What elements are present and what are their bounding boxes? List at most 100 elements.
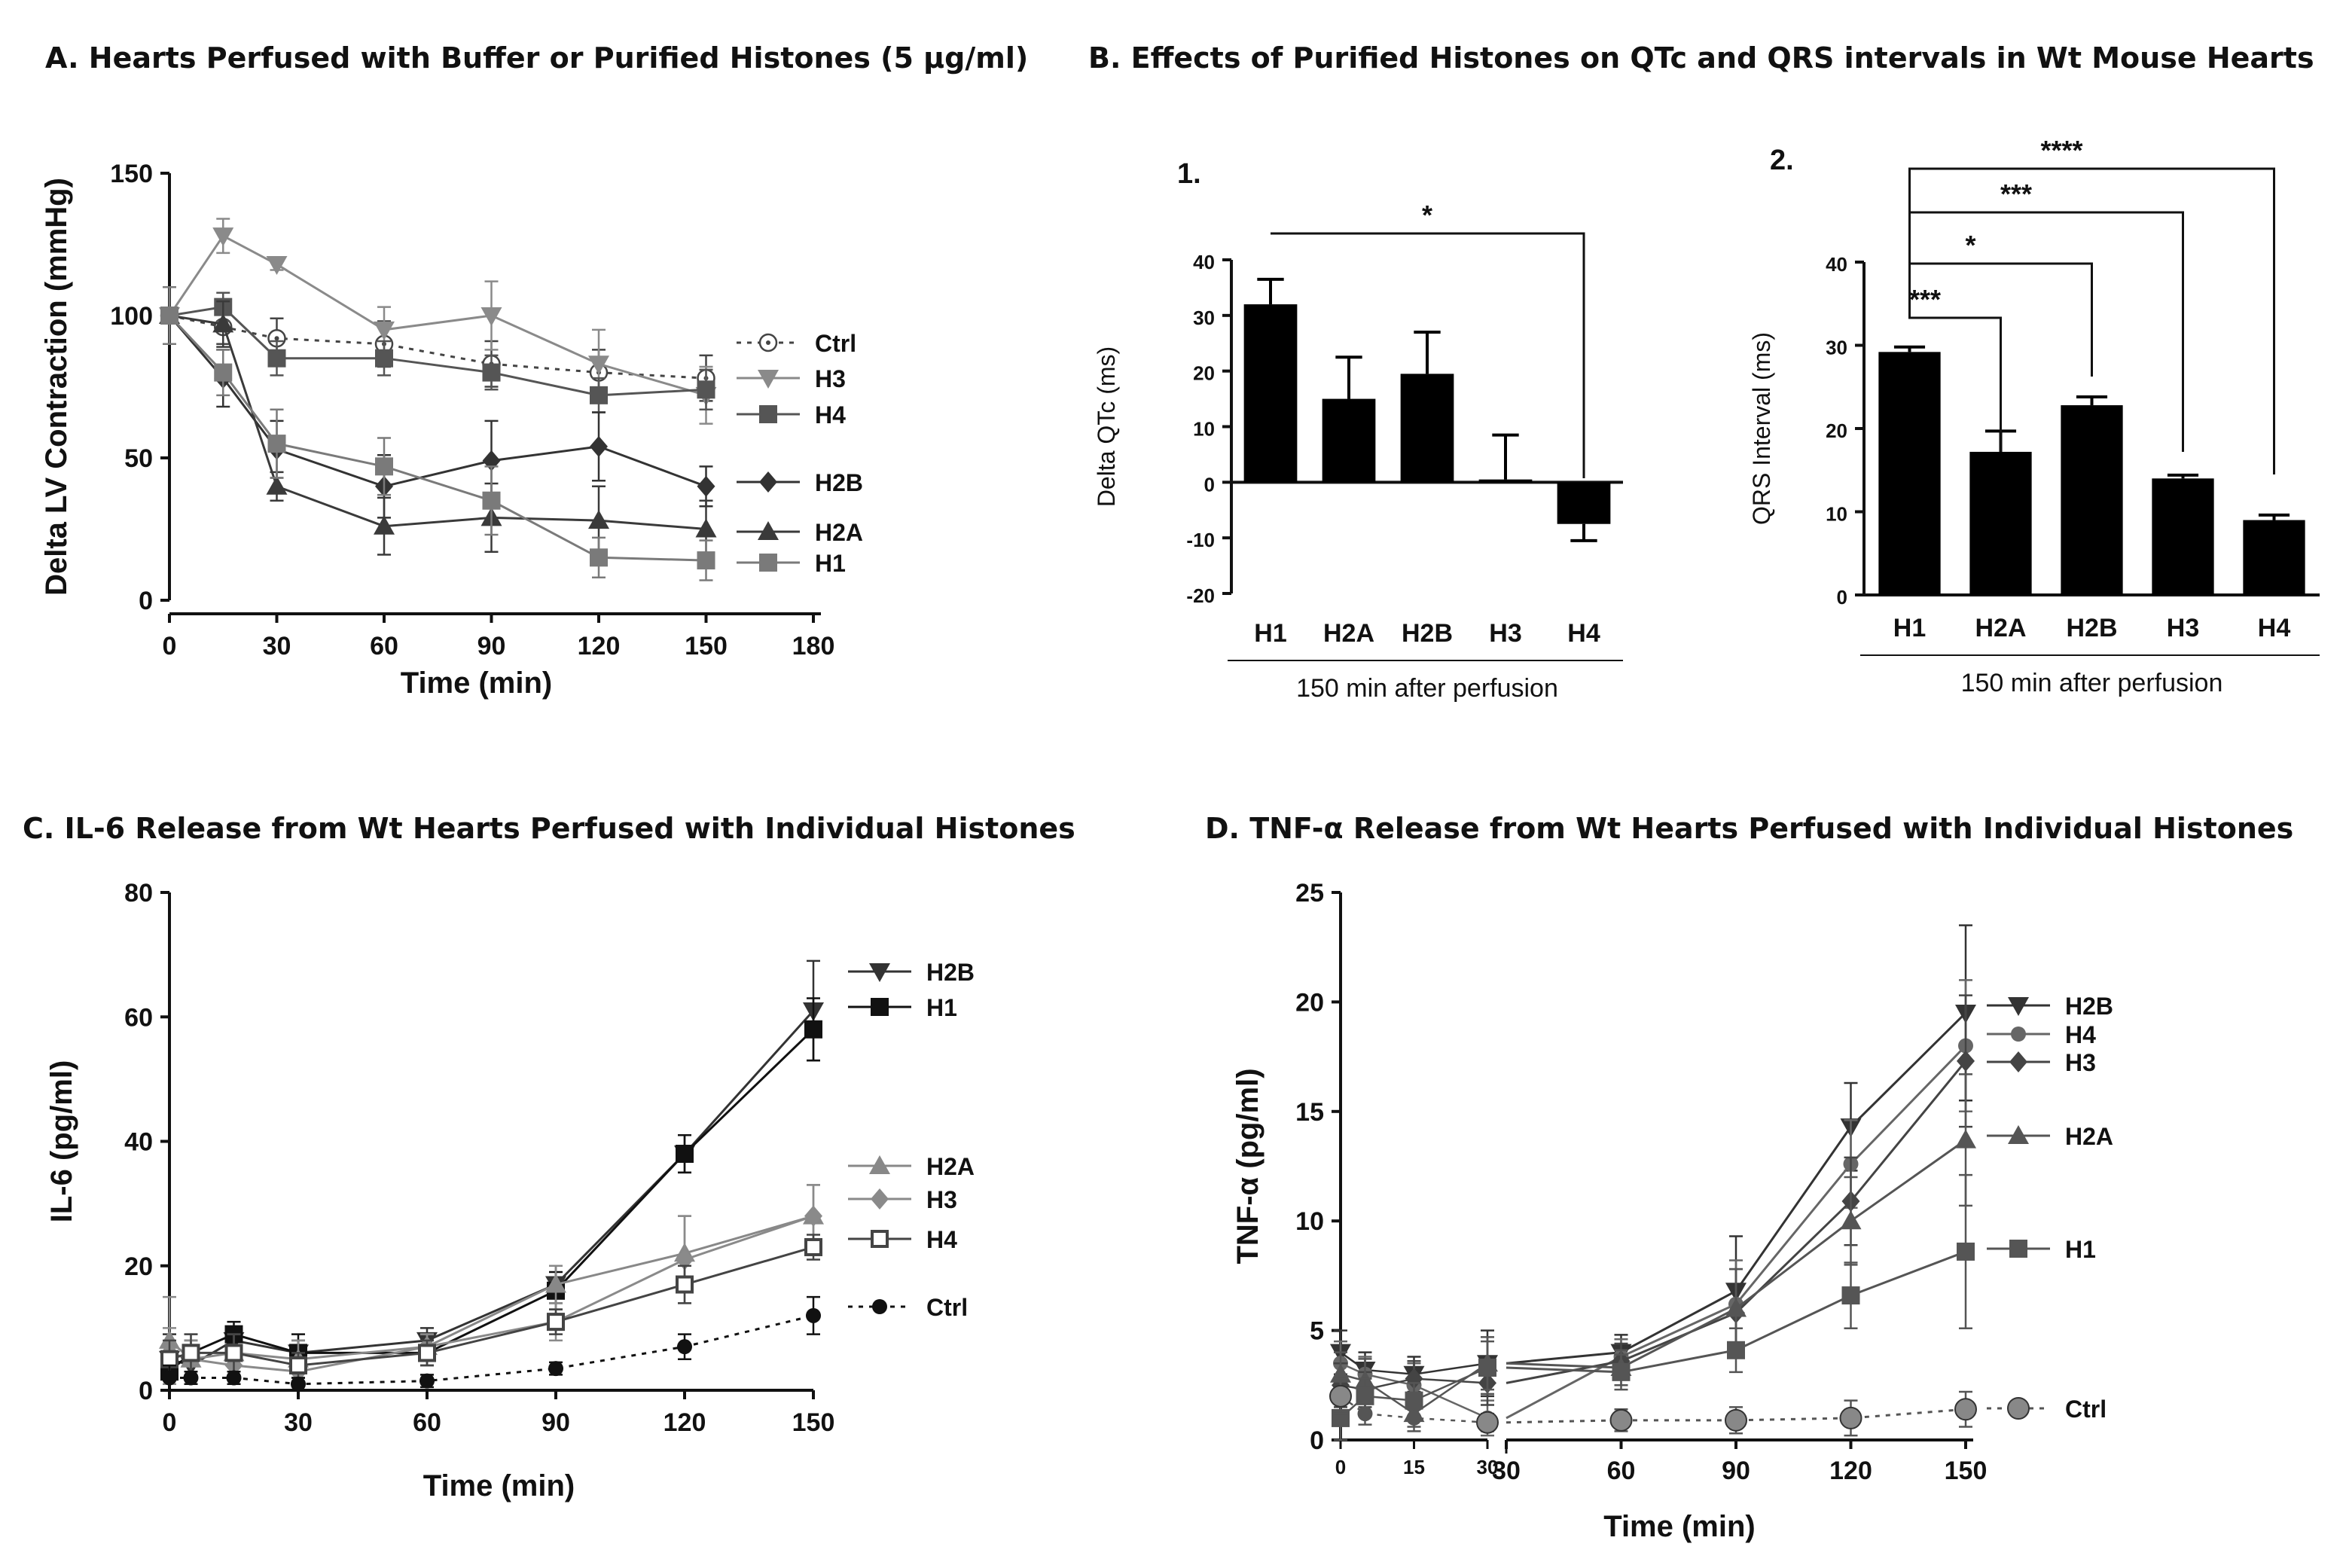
legend-ctrl-marker: [758, 333, 778, 352]
y-tick-label: 0: [1837, 586, 1847, 609]
x-tick-label: 120: [578, 632, 621, 660]
x-tick-label: H1: [1893, 614, 1926, 642]
series-ctrl-point: [419, 1373, 435, 1389]
legend-h1-marker: [871, 998, 889, 1016]
x-axis-label: Time (min): [1603, 1510, 1756, 1543]
series-h4-point: [418, 1344, 436, 1362]
y-tick-label: 0: [139, 587, 153, 615]
series-h1-point: [1957, 1242, 1975, 1261]
bar-h1: [1878, 352, 1941, 595]
bar-h3: [1478, 479, 1533, 483]
panel-b-title: B. Effects of Purified Histones on QTc a…: [1088, 41, 2314, 75]
panel-number-label: 1.: [1177, 158, 1201, 190]
series-ctrl-line-segment-1: [1340, 1395, 1488, 1423]
y-axis-label: TNF-α (pg/ml): [1231, 1068, 1265, 1264]
significance-bracket: [1908, 167, 2275, 474]
x-tick-label: 30: [1492, 1457, 1521, 1485]
series-h2b-line: [169, 1009, 815, 1367]
legend-h2b-label: H2B: [926, 959, 975, 986]
series-ctrl-point: [162, 1370, 177, 1386]
significance-bracket: [1271, 232, 1585, 478]
series-h2a-point: [545, 1274, 566, 1293]
series-ctrl-line: [169, 1314, 814, 1386]
legend-h2a-marker: [2008, 1125, 2029, 1144]
y-axis-label: Delta QTc (ms): [1093, 346, 1120, 507]
legend-h2b-marker: [2008, 997, 2029, 1016]
panel-d-title: D. TNF-α Release from Wt Hearts Perfused…: [1205, 812, 2294, 845]
x-tick-label: 60: [370, 632, 398, 660]
legend-h4-label: H4: [2065, 1021, 2096, 1048]
legend-h1-marker: [2009, 1240, 2027, 1258]
significance-label: ***: [2000, 178, 2032, 209]
series-h1-point: [1478, 1359, 1496, 1377]
x-axis-label: Time (min): [423, 1469, 575, 1502]
subtitle-label: 150 min after perfusion: [1296, 674, 1558, 703]
x-tick-label: H3: [1489, 619, 1521, 648]
series-h3-line-segment-1: [1340, 1377, 1488, 1391]
x-tick-label: 150: [1945, 1457, 1988, 1485]
series-h2b-point: [482, 450, 501, 471]
series-h2a-point: [1840, 1210, 1862, 1230]
chart-a-lv-contraction: 0 30 60 90 120 150 180 Time (min) 0 50 100 150 Delta…: [40, 160, 863, 700]
series-h2a-point: [1725, 1298, 1747, 1317]
x-tick-label: 30: [284, 1408, 313, 1437]
x-tick-label: 0: [1335, 1456, 1346, 1478]
series-h4-point: [590, 386, 608, 404]
x-tick-label: 90: [1722, 1457, 1750, 1485]
series-h2a-point: [695, 518, 717, 538]
y-tick-label: 100: [110, 302, 153, 331]
legend-ctrl-label: Ctrl: [926, 1294, 968, 1321]
legend-h2a-marker: [758, 521, 779, 540]
panel-number-label: 2.: [1770, 145, 1794, 176]
series-ctrl-point: [291, 1376, 306, 1392]
y-tick-label: 0: [1204, 473, 1215, 496]
series-h3-point: [588, 355, 609, 375]
y-tick-label: 30: [1193, 307, 1215, 329]
legend-h1-label: H1: [926, 994, 957, 1021]
x-tick-label: 90: [542, 1408, 570, 1437]
y-tick-label: -10: [1186, 529, 1215, 551]
y-tick-label: 5: [1310, 1317, 1324, 1346]
legend-ctrl-label: Ctrl: [2065, 1396, 2107, 1423]
series-h4-point: [804, 1237, 822, 1256]
y-tick-label: 20: [1826, 419, 1847, 442]
series-ctrl-point: [806, 1307, 821, 1323]
chart-c-il6: 0 30 60 90 120 150 Time (min) 0 20 40 60 80 IL-6 (pg…: [45, 879, 975, 1502]
series-h1-point: [375, 457, 393, 476]
series-ctrl-point: [1725, 1408, 1747, 1432]
bar-h4: [2243, 520, 2305, 595]
legend-h2a-marker: [869, 1155, 890, 1174]
series-h4-point: [547, 1313, 565, 1332]
series-h4-point: [375, 349, 393, 368]
panel-a-title: A. Hearts Perfused with Buffer or Purifi…: [45, 41, 1029, 75]
y-tick-label: 15: [1295, 1098, 1324, 1127]
series-h1-point: [482, 491, 501, 510]
significance-label: *: [1422, 200, 1432, 230]
subtitle-label: 150 min after perfusion: [1961, 669, 2223, 697]
legend-h3-label: H3: [815, 365, 846, 392]
y-tick-label: 10: [1826, 503, 1847, 526]
series-h2a-point: [266, 475, 288, 495]
y-tick-label: 20: [1295, 988, 1324, 1017]
y-tick-label: 80: [124, 879, 153, 908]
series-h4-point: [289, 1356, 307, 1374]
series-h2a-point: [212, 313, 234, 333]
y-tick-label: 40: [1193, 251, 1215, 273]
legend-h3-label: H3: [2065, 1049, 2096, 1076]
y-tick-label: 40: [1826, 253, 1847, 276]
x-tick-label: 0: [163, 632, 177, 660]
legend-h1-label: H1: [2065, 1236, 2096, 1263]
x-tick-label: 150: [685, 632, 728, 660]
series-h3-point: [374, 321, 395, 340]
series-ctrl-point: [1329, 1384, 1352, 1408]
legend-h1-marker: [759, 554, 777, 572]
series-h3-line: [168, 234, 706, 397]
legend-h1-label: H1: [815, 550, 846, 577]
x-tick-label: H2A: [1975, 614, 2026, 642]
x-tick-label: 180: [792, 632, 835, 660]
y-tick-label: 40: [124, 1128, 153, 1157]
series-h4-point: [182, 1344, 200, 1362]
series-h3-point: [266, 255, 288, 275]
series-ctrl-point: [226, 1370, 242, 1386]
y-axis-label: Delta LV Contraction (mmHg): [40, 178, 73, 596]
